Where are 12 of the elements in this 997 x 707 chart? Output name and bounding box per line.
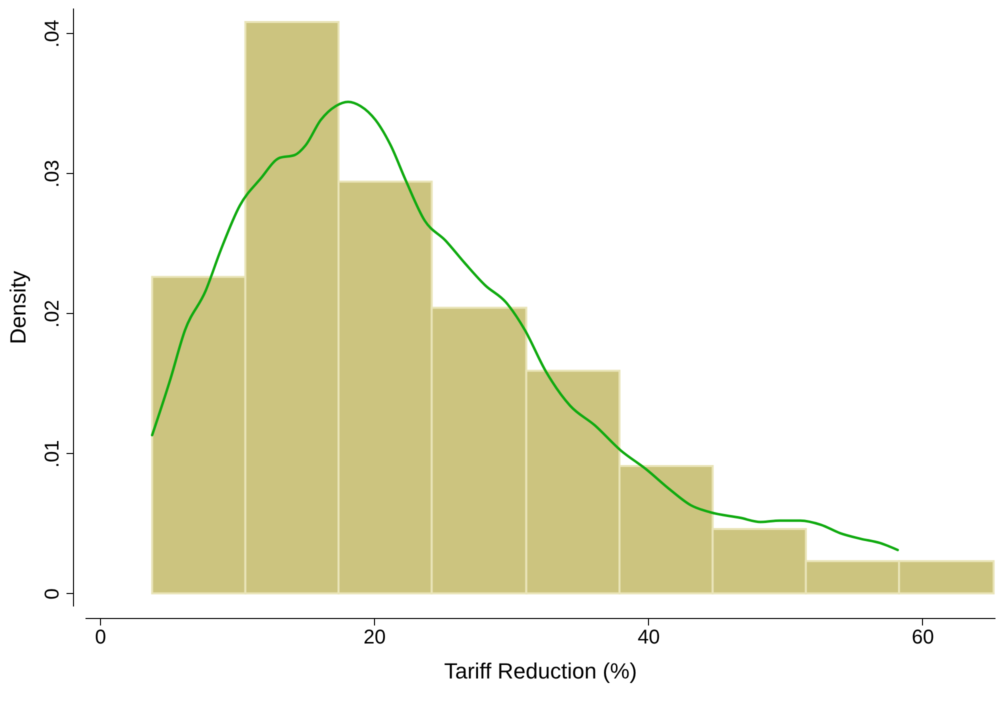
x-tick-label: 0	[95, 626, 106, 648]
x-tick-label: 40	[638, 626, 660, 648]
y-tick-label: .01	[42, 440, 64, 468]
x-tick-label: 20	[364, 626, 386, 648]
x-tick-label: 60	[912, 626, 934, 648]
y-tick-label: 0	[42, 588, 64, 600]
x-axis-title: Tariff Reduction (%)	[444, 658, 637, 684]
y-tick-label: .03	[42, 160, 64, 188]
y-tick-label: .02	[42, 300, 64, 328]
y-tick-label: .04	[42, 20, 64, 48]
y-axis-title: Density	[6, 270, 30, 344]
line-series	[150, 100, 899, 552]
